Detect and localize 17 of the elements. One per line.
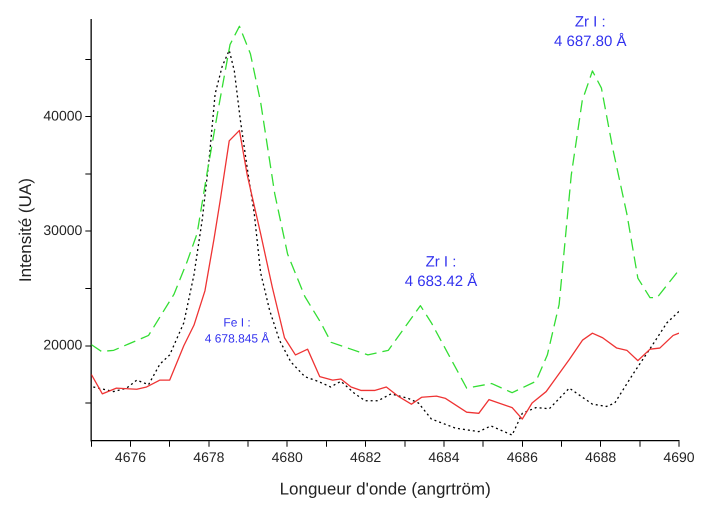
x-tick-label: 4678 <box>193 449 225 466</box>
x-tick-label: 4676 <box>114 449 146 466</box>
x-tick-label: 4680 <box>272 449 303 466</box>
x-tick-label: 4690 <box>663 449 695 466</box>
annotation: Fe I : 4 678.845 Å <box>204 316 270 346</box>
annotation: Zr I : 4 687.80 Å <box>554 13 627 50</box>
line-series <box>91 26 678 394</box>
y-tick-label: 20000 <box>43 336 83 353</box>
y-axis-title: Intensité (UA) <box>16 178 35 282</box>
x-tick-label: 4688 <box>585 449 616 466</box>
annotation: Zr I : 4 683.42 Å <box>404 254 478 290</box>
y-tick-label: 30000 <box>43 222 83 238</box>
x-axis-title: Longueur d'onde (angrtröm) <box>280 479 491 498</box>
x-tick-label: 4686 <box>506 449 538 466</box>
x-tick-label: 4682 <box>350 449 382 466</box>
y-tick-label: 40000 <box>43 108 83 124</box>
x-tick-label: 4684 <box>428 449 460 466</box>
